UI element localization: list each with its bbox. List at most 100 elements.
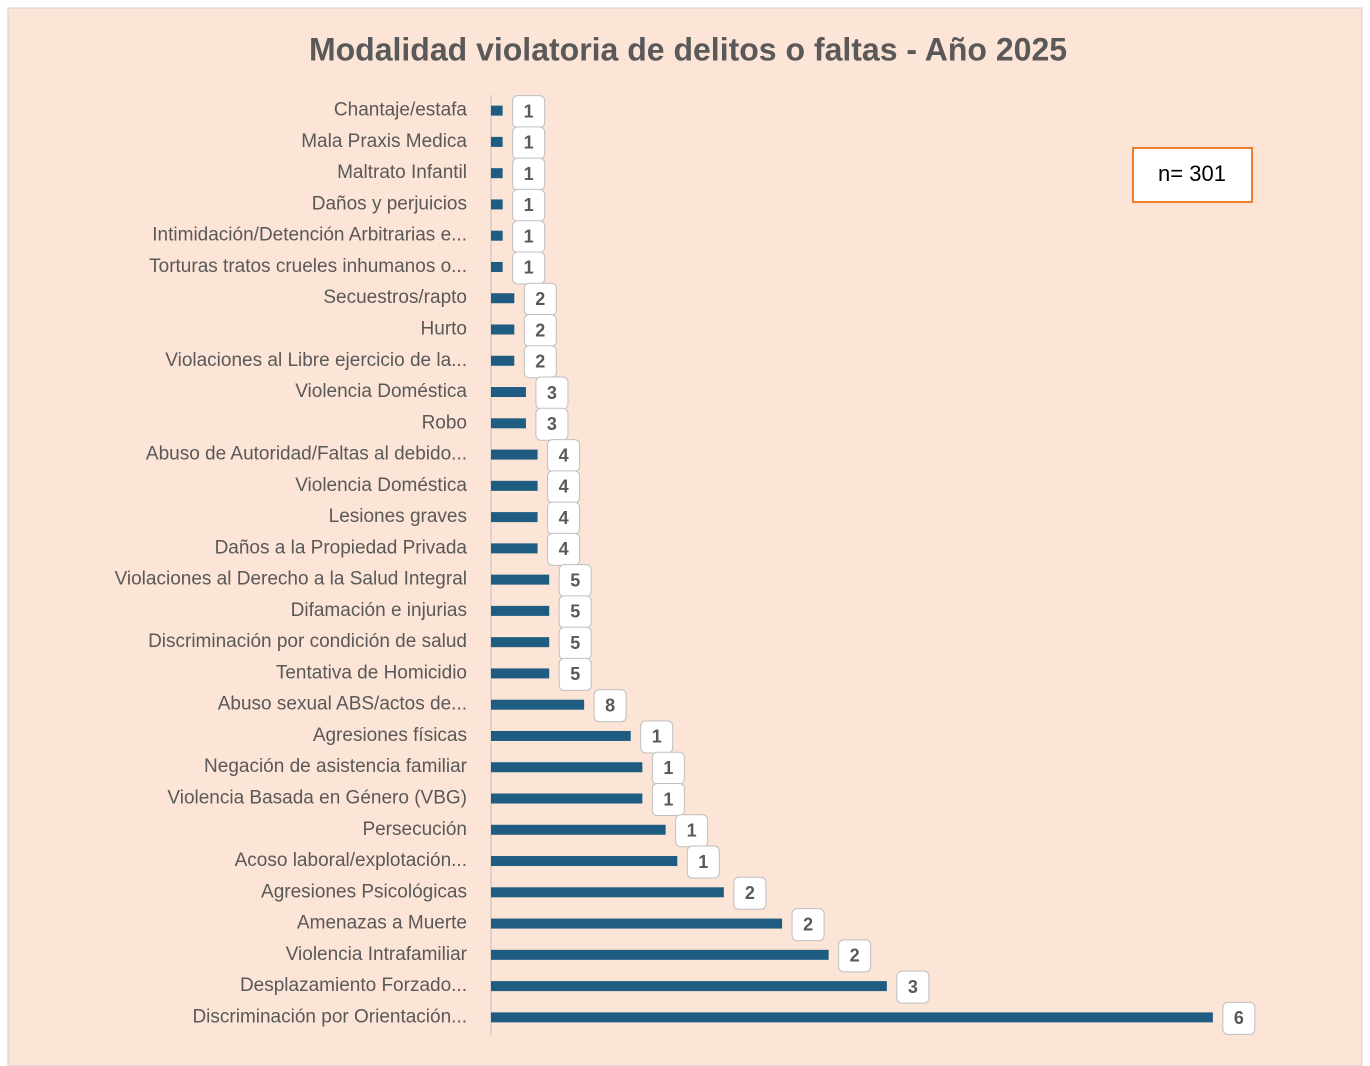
data-label-box [686,845,720,879]
y-tick-label: Lesiones graves [329,506,467,527]
data-label: 5 [570,633,580,653]
y-tick-label: Violencia Intrafamiliar [286,944,468,965]
data-label-box [651,783,685,816]
annotation-box [1132,147,1253,203]
y-tick-label: Hurto [421,319,467,340]
bar [491,136,503,147]
data-label: 4 [559,508,569,528]
data-label: 2 [803,914,813,934]
bar [491,261,503,272]
data-label: 1 [524,195,534,215]
y-tick-label: Torturas tratos crueles inhumanos o... [149,256,467,277]
data-label: 5 [570,570,580,590]
y-tick-label: Amenazas a Muerte [297,913,467,934]
y-tick-label: Maltrato Infantil [337,162,467,183]
data-label: 4 [559,539,569,559]
data-label: 1 [524,101,534,121]
data-label-box [791,908,825,942]
bar [491,949,829,960]
data-label: 1 [698,852,708,872]
data-label-box [593,689,627,723]
data-label: 4 [559,477,569,497]
data-label: 3 [908,977,918,997]
y-tick-label: Agresiones Psicológicas [261,881,467,902]
data-label-box [733,876,767,910]
bar [491,324,515,335]
y-tick-label: Tentativa de Homicidio [276,662,467,683]
bar [491,512,538,523]
bar [491,230,503,241]
bar [491,762,643,773]
data-label-box [896,970,930,1004]
y-tick-label: Abuso sexual ABS/actos de... [218,694,467,715]
data-label: 1 [663,789,673,809]
y-tick-label: Daños a la Propiedad Privada [215,537,468,558]
y-tick-label: Chantaje/estafa [334,100,468,121]
y-tick-label: Negación de asistencia familiar [204,756,468,777]
bar [491,605,550,616]
data-label: 2 [535,289,545,309]
y-tick-label: Difamación e injurias [291,600,467,621]
data-label: 1 [652,727,662,747]
y-tick-label: Violencia Doméstica [295,475,467,496]
bar [491,699,585,710]
y-tick-label: Daños y perjuicios [312,193,467,214]
y-tick-label: Persecución [362,819,467,840]
y-tick-label: Violaciones al Libre ejercicio de la... [165,350,467,371]
data-label: 1 [524,133,534,153]
data-label-box [1222,1001,1256,1035]
y-tick-label: Discriminación por Orientación... [192,1006,467,1027]
bar [491,730,631,741]
data-label: 8 [605,695,615,715]
bar [491,637,550,648]
data-label-box [838,939,872,973]
bar [491,293,515,304]
bar [491,981,887,992]
data-label: 4 [559,445,569,465]
data-label: 5 [570,602,580,622]
y-tick-label: Abuso de Autoridad/Faltas al debido... [146,444,467,465]
data-label: 1 [687,821,697,841]
bar [491,1012,1213,1023]
bar [491,918,783,929]
data-label: 2 [535,352,545,372]
bar [491,543,538,554]
data-label: 6 [1234,1008,1244,1028]
y-tick-label: Mala Praxis Medica [301,131,467,152]
bar [491,887,724,898]
data-label: 1 [524,226,534,246]
bar [491,574,550,585]
y-tick-label: Secuestros/rapto [323,287,467,308]
bar [491,856,678,867]
bar [491,449,538,460]
data-label: 2 [850,946,860,966]
bar [491,668,550,679]
annotation: n= 301 [1158,161,1226,186]
data-label: 1 [524,164,534,184]
y-tick-label: Discriminación por condición de salud [148,631,467,652]
bar [491,387,526,398]
bar [491,418,526,429]
y-tick-label: Violencia Basada en Género (VBG) [167,788,467,809]
data-label: 2 [535,320,545,340]
data-label: 3 [547,383,557,403]
data-label: 1 [524,258,534,278]
y-tick-label: Violencia Doméstica [295,381,467,402]
data-label: 5 [570,664,580,684]
y-tick-label: Agresiones físicas [313,725,467,746]
data-label-box [558,657,592,691]
bar [491,105,503,116]
y-tick-label: Desplazamiento Forzado... [240,975,467,996]
data-label: 2 [745,883,755,903]
bar [491,793,643,804]
y-tick-label: Acoso laboral/explotación... [235,850,467,871]
y-tick-label: Robo [422,412,467,433]
bar [491,199,503,210]
y-tick-label: Violaciones al Derecho a la Salud Integr… [115,569,467,590]
bar [491,480,538,491]
bar [491,168,503,179]
data-label: 3 [547,414,557,434]
chart-title: Modalidad violatoria de delitos o faltas… [309,31,1067,67]
bar [491,355,515,366]
